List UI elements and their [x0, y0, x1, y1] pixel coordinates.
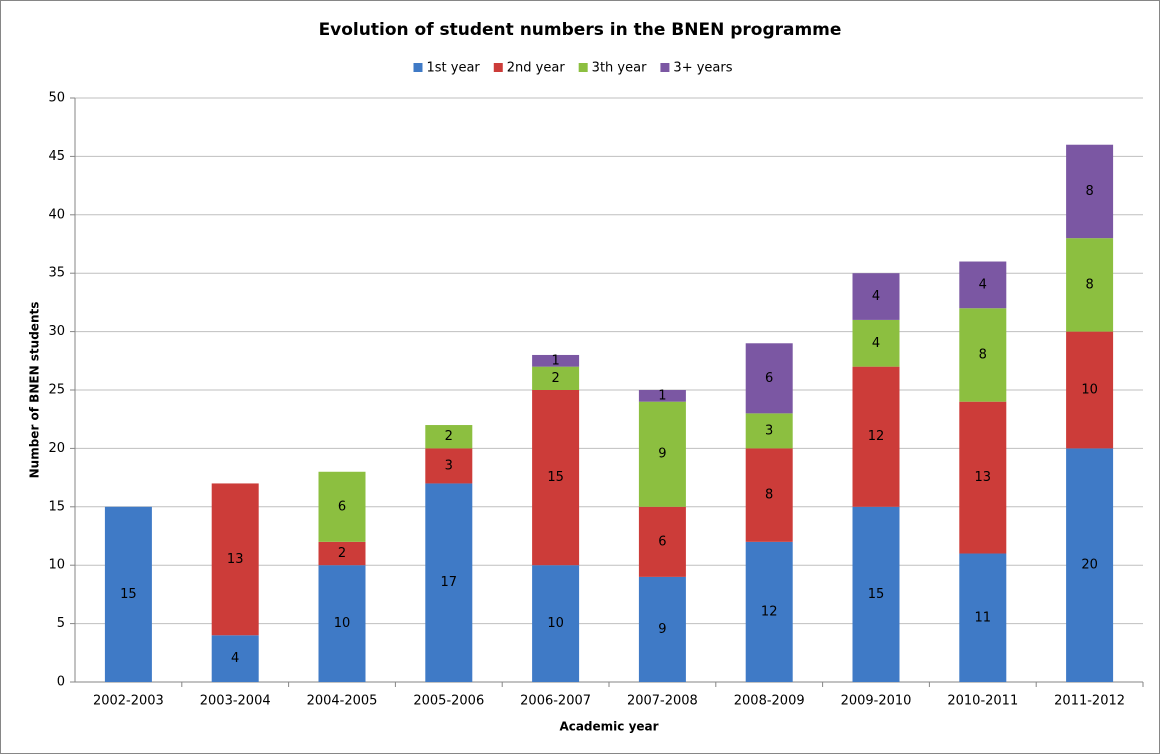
data-label: 10 [547, 616, 564, 631]
data-label: 6 [338, 499, 346, 514]
data-label: 8 [1085, 184, 1093, 199]
bar-segment [745, 343, 793, 414]
bar-segment [104, 506, 152, 682]
bar-segment [638, 390, 686, 402]
data-label: 12 [761, 604, 778, 619]
y-axis-label: Number of BNEN students [28, 302, 42, 479]
bar-segment [745, 413, 793, 449]
data-label: 2 [338, 546, 346, 561]
bar-segment [959, 261, 1007, 309]
x-axis-label: Academic year [559, 720, 658, 734]
bar-segment [852, 506, 900, 682]
bar-segment [425, 483, 473, 682]
data-label: 4 [872, 336, 880, 351]
bar-segment [1066, 448, 1114, 682]
y-tick-label: 25 [48, 383, 65, 398]
x-tick-label: 2010-2011 [947, 694, 1018, 709]
data-label: 4 [872, 289, 880, 304]
bar-segment [211, 483, 259, 636]
data-label: 13 [975, 470, 992, 485]
data-label: 9 [658, 447, 666, 462]
y-tick-label: 35 [48, 266, 65, 281]
y-tick-label: 40 [48, 207, 65, 222]
data-label: 15 [547, 470, 564, 485]
bar-segment [425, 448, 473, 484]
x-tick-label: 2002-2003 [93, 694, 164, 709]
data-label: 17 [441, 575, 458, 590]
legend-label: 3+ years [673, 61, 732, 76]
bar-segment [745, 541, 793, 682]
bar-segment [852, 273, 900, 320]
data-label: 8 [1085, 277, 1093, 292]
data-label: 1 [658, 388, 666, 403]
bar-segment [959, 553, 1007, 682]
x-tick-label: 2004-2005 [307, 694, 378, 709]
x-tick-label: 2006-2007 [520, 694, 591, 709]
x-tick-label: 2008-2009 [734, 694, 805, 709]
y-tick-label: 15 [48, 499, 65, 514]
x-tick-label: 2007-2008 [627, 694, 698, 709]
data-label: 8 [765, 488, 773, 503]
data-label: 8 [979, 347, 987, 362]
legend-swatch [578, 63, 588, 72]
data-label: 15 [868, 587, 885, 602]
data-label: 15 [120, 587, 137, 602]
data-label: 3 [765, 423, 773, 438]
data-label: 6 [765, 371, 773, 386]
data-label: 13 [227, 552, 244, 567]
legend-swatch [660, 63, 670, 72]
bar-segment [852, 366, 900, 507]
data-label: 2 [445, 429, 453, 444]
x-tick-label: 2009-2010 [841, 694, 912, 709]
data-label: 6 [658, 534, 666, 549]
bar-segment [745, 448, 793, 542]
bar-segment [638, 506, 686, 577]
y-tick-label: 30 [48, 324, 65, 339]
legend-swatch [493, 63, 503, 72]
bar-segment [532, 354, 580, 367]
legend-label: 3th year [592, 61, 647, 76]
y-tick-label: 45 [48, 149, 65, 164]
data-label: 1 [551, 353, 559, 368]
legend-swatch [413, 63, 423, 72]
y-tick-label: 50 [48, 91, 65, 106]
data-label: 9 [658, 622, 666, 637]
legend-label: 2nd year [507, 61, 566, 76]
data-label: 10 [334, 616, 351, 631]
bar-segment [532, 565, 580, 682]
data-label: 4 [979, 277, 987, 292]
data-label: 10 [1081, 383, 1098, 398]
legend-label: 1st year [426, 61, 480, 76]
bar-segment [1066, 144, 1114, 239]
bar-segment [638, 576, 686, 682]
bar-segment [532, 390, 580, 566]
y-tick-label: 0 [57, 675, 65, 690]
bar-segment [532, 366, 580, 390]
bar-segment [425, 425, 473, 449]
y-tick-label: 5 [57, 616, 65, 631]
data-label: 4 [231, 651, 239, 666]
bar-segment [959, 308, 1007, 402]
data-label: 11 [975, 610, 992, 625]
y-tick-label: 10 [48, 558, 65, 573]
bar-segment [1066, 331, 1114, 449]
bar-segment [318, 471, 366, 542]
bar-segment [959, 401, 1007, 554]
bar-segment [318, 565, 366, 682]
y-tick-label: 20 [48, 441, 65, 456]
bar-segment [318, 541, 366, 566]
x-tick-label: 2003-2004 [200, 694, 271, 709]
bar-segment [852, 319, 900, 367]
x-tick-label: 2011-2012 [1054, 694, 1125, 709]
data-label: 12 [868, 429, 885, 444]
data-label: 20 [1081, 558, 1098, 573]
data-label: 3 [445, 458, 453, 473]
bar-segment [638, 401, 686, 507]
data-label: 2 [551, 371, 559, 386]
x-tick-label: 2005-2006 [413, 694, 484, 709]
bar-segment [211, 635, 259, 682]
chart-title: Evolution of student numbers in the BNEN… [319, 20, 842, 40]
bar-segment [1066, 238, 1114, 332]
